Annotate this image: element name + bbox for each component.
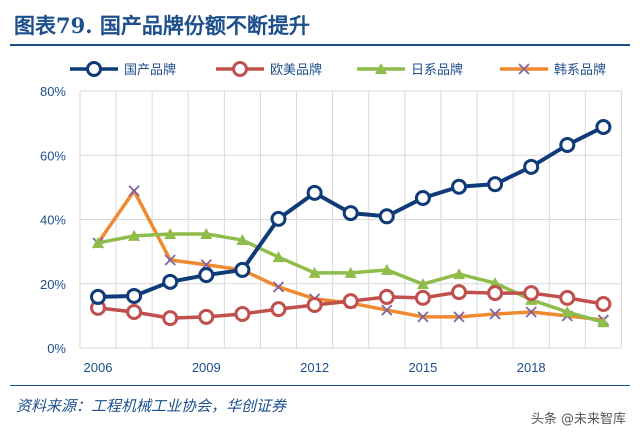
- data-point-1: [523, 158, 540, 175]
- data-point-3: [128, 229, 141, 241]
- title-divider: [10, 44, 630, 46]
- data-point-2: [451, 284, 467, 301]
- y-tick-label: 40%: [40, 213, 66, 228]
- data-point-2: [523, 285, 540, 302]
- data-point-3: [92, 236, 104, 248]
- data-point-3: [308, 266, 321, 278]
- data-point-3: [272, 251, 285, 263]
- x-tick-label: 2012: [300, 360, 329, 375]
- data-point-2: [487, 285, 504, 302]
- data-point-4: [525, 306, 537, 318]
- data-point-4: [453, 311, 465, 323]
- data-point-1: [451, 178, 467, 195]
- data-point-1: [162, 273, 179, 290]
- watermark: 头条 @未来智库: [530, 412, 626, 427]
- legend-label: 国产品牌: [124, 62, 176, 78]
- data-point-3: [416, 278, 429, 290]
- data-point-3: [164, 227, 177, 239]
- data-point-1: [342, 205, 359, 222]
- data-point-4: [417, 311, 429, 323]
- data-point-2: [270, 301, 287, 318]
- data-point-2: [414, 289, 431, 306]
- data-point-3: [236, 234, 249, 246]
- legend-label: 韩系品牌: [554, 62, 606, 78]
- data-point-2: [126, 304, 143, 321]
- data-point-2: [306, 296, 323, 313]
- data-point-3: [489, 277, 502, 289]
- data-point-1: [306, 184, 323, 201]
- data-point-1: [378, 208, 395, 225]
- legend-label: 欧美品牌: [270, 62, 322, 78]
- data-point-1: [90, 288, 106, 305]
- data-point-2: [162, 310, 179, 327]
- legend-marker: [375, 63, 387, 74]
- data-point-3: [561, 306, 574, 318]
- data-point-3: [597, 316, 610, 328]
- y-tick-label: 0%: [47, 341, 66, 356]
- chart-title: 图表79. 国产品牌份额不断提升: [14, 13, 310, 38]
- data-point-3: [200, 227, 213, 239]
- data-point-2: [198, 308, 215, 325]
- data-point-2: [559, 289, 576, 306]
- x-tick-label: 2018: [517, 360, 546, 375]
- data-point-4: [381, 304, 393, 316]
- legend-marker: [518, 63, 530, 75]
- data-point-3: [344, 266, 357, 278]
- data-point-1: [126, 287, 143, 304]
- data-point-1: [414, 189, 431, 206]
- data-point-1: [198, 267, 215, 284]
- data-point-1: [595, 118, 612, 135]
- data-point-4: [164, 254, 176, 266]
- y-tick-label: 60%: [40, 148, 66, 163]
- x-tick-label: 2006: [84, 360, 113, 375]
- source-divider: [10, 385, 630, 386]
- legend-marker: [232, 61, 248, 77]
- x-tick-label: 2009: [192, 360, 221, 375]
- x-tick-label: 2015: [408, 360, 437, 375]
- y-tick-label: 20%: [40, 277, 66, 292]
- source-note: 资料来源：工程机械工业协会，华创证券: [16, 397, 287, 415]
- data-point-4: [272, 281, 285, 293]
- data-point-2: [234, 305, 251, 322]
- data-point-2: [342, 293, 359, 310]
- data-point-2: [595, 295, 612, 312]
- data-point-1: [487, 176, 504, 193]
- data-point-1: [234, 261, 251, 278]
- data-point-4: [489, 308, 501, 320]
- data-point-3: [453, 268, 465, 280]
- data-point-1: [270, 210, 287, 227]
- data-point-4: [128, 185, 140, 197]
- legend-marker: [86, 61, 102, 77]
- data-point-3: [380, 263, 393, 275]
- legend-label: 日系品牌: [411, 62, 463, 78]
- y-tick-label: 80%: [40, 84, 66, 99]
- data-point-2: [378, 288, 395, 305]
- data-point-1: [559, 136, 576, 153]
